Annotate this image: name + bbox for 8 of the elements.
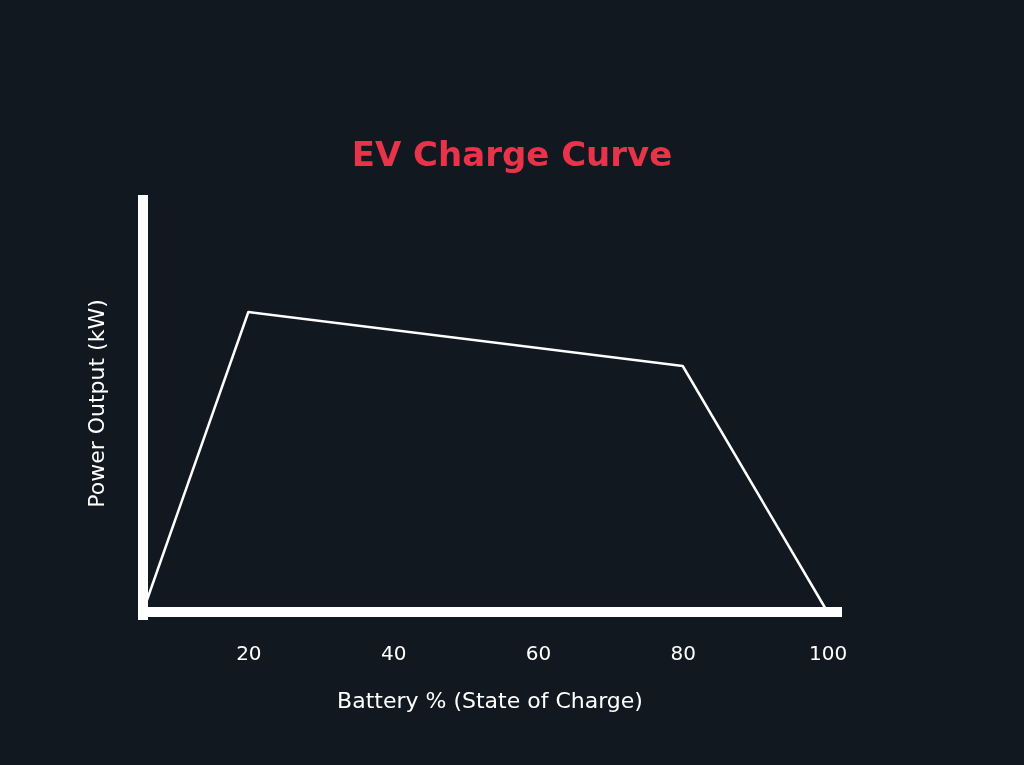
x-tick-label: 60 (525, 641, 552, 666)
y-axis-title: Power Output (kW) (84, 299, 109, 508)
x-tick-label: 100 (808, 641, 848, 666)
x-tick-label: 80 (670, 641, 696, 666)
chart-title: EV Charge Curve (351, 134, 673, 174)
x-axis-title: Battery % (State of Charge) (337, 688, 643, 713)
x-tick-label: 40 (380, 641, 407, 666)
x-tick-label: 20 (236, 641, 262, 666)
